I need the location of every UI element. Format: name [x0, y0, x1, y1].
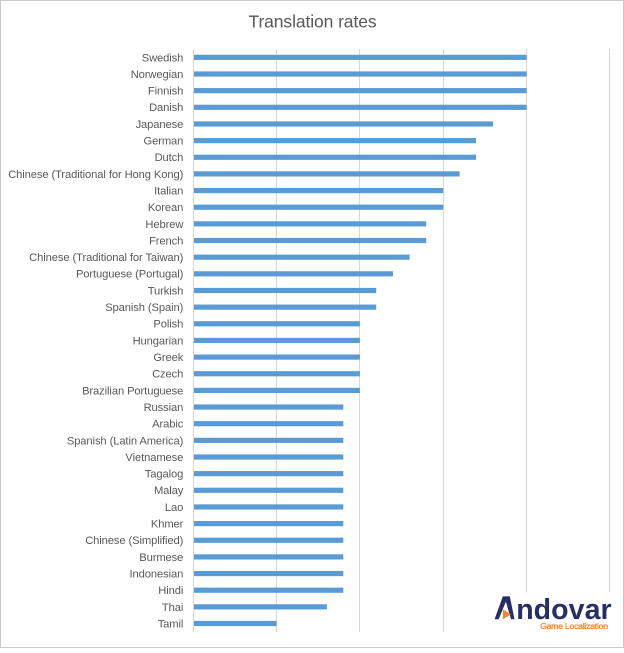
svg-text:Spanish (Spain): Spanish (Spain): [105, 302, 183, 314]
svg-text:Dutch: Dutch: [155, 152, 184, 164]
svg-text:Khmer: Khmer: [151, 519, 184, 531]
svg-text:Polish: Polish: [153, 319, 183, 331]
svg-text:French: French: [149, 235, 183, 247]
svg-text:Japanese: Japanese: [136, 119, 184, 131]
svg-text:Chinese (Traditional for Hong: Chinese (Traditional for Hong Kong): [8, 169, 184, 181]
svg-text:Lao: Lao: [165, 502, 183, 514]
svg-text:Danish: Danish: [149, 102, 183, 114]
svg-text:Burmese: Burmese: [139, 552, 183, 564]
svg-text:Arabic: Arabic: [152, 419, 184, 431]
svg-text:Hindi: Hindi: [158, 585, 183, 597]
svg-text:Thai: Thai: [162, 602, 183, 614]
svg-text:Malay: Malay: [154, 485, 184, 497]
svg-text:Turkish: Turkish: [148, 285, 184, 297]
svg-text:Korean: Korean: [148, 202, 183, 214]
svg-text:Portuguese (Portugal): Portuguese (Portugal): [76, 269, 184, 281]
svg-text:Translation rates: Translation rates: [249, 12, 377, 32]
svg-text:German: German: [143, 136, 183, 148]
svg-text:Czech: Czech: [152, 369, 183, 381]
svg-text:Chinese (Simplified): Chinese (Simplified): [85, 535, 183, 547]
svg-text:Norwegian: Norwegian: [131, 69, 184, 81]
svg-text:Chinese (Traditional for Taiwa: Chinese (Traditional for Taiwan): [29, 252, 183, 264]
svg-text:Hungarian: Hungarian: [133, 335, 184, 347]
svg-text:Vietnamese: Vietnamese: [125, 452, 183, 464]
svg-text:Brazilian Portuguese: Brazilian Portuguese: [82, 385, 183, 397]
svg-text:Finnish: Finnish: [148, 86, 183, 98]
svg-text:Tamil: Tamil: [158, 618, 184, 630]
svg-text:ndovar: ndovar: [516, 594, 612, 626]
svg-text:Tagalog: Tagalog: [145, 469, 184, 481]
svg-text:Spanish (Latin America): Spanish (Latin America): [67, 435, 184, 447]
svg-text:Russian: Russian: [144, 402, 184, 414]
svg-text:Game Localization: Game Localization: [540, 621, 608, 631]
svg-text:Indonesian: Indonesian: [130, 568, 184, 580]
svg-text:Hebrew: Hebrew: [145, 219, 184, 231]
svg-text:Italian: Italian: [154, 185, 183, 197]
svg-text:Greek: Greek: [153, 352, 183, 364]
svg-text:Swedish: Swedish: [142, 52, 184, 64]
